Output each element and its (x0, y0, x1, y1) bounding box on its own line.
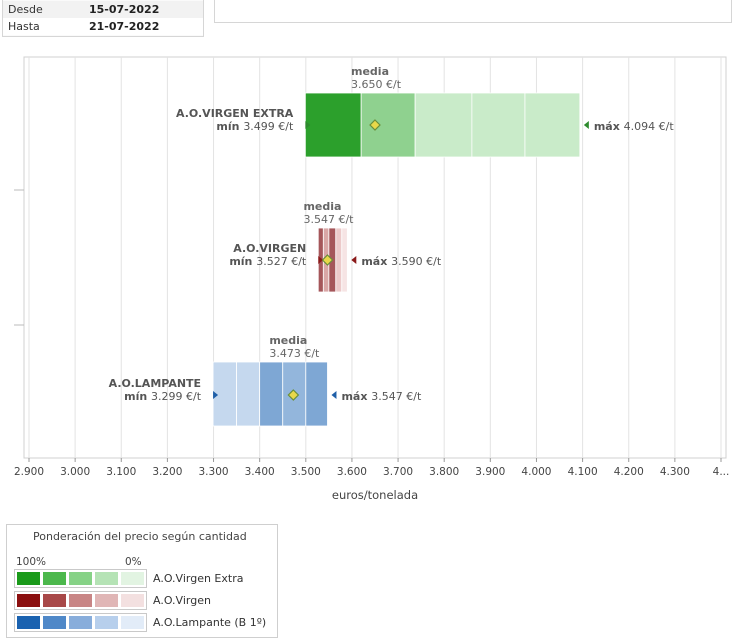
legend-item-label: A.O.Virgen (153, 594, 211, 607)
media-title-virgen-extra: media (351, 65, 389, 78)
bar-segment-virgen-extra (414, 92, 473, 158)
bar-segment-virgen-extra (471, 92, 526, 158)
legend-title: Ponderación del precio según cantidad (33, 530, 247, 543)
x-tick-label: 3.900 (475, 466, 505, 478)
max-marker-virgen-extra (583, 121, 589, 129)
legend-swatch-0 (17, 572, 40, 585)
media-marker-lampante (287, 389, 300, 401)
legend-swatch-3 (95, 594, 118, 607)
legend-low-label: 0% (125, 556, 142, 568)
bar-segment-lampante (236, 361, 261, 427)
date-row-desde: Desde 15-07-2022 (3, 1, 203, 18)
legend-swatch-3 (95, 616, 118, 629)
x-tick-label: 4.000 (521, 466, 551, 478)
bar-segment-lampante (305, 361, 328, 427)
legend-item-label: A.O.Lampante (B 1º) (153, 616, 267, 629)
series-name-lampante: A.O.LAMPANTE (109, 377, 201, 390)
legend-swatch-1 (43, 616, 66, 629)
x-tick-label: 3.700 (383, 466, 413, 478)
media-value-virgen-extra: 3.650 €/t (351, 78, 402, 91)
legend-swatch-1 (43, 594, 66, 607)
legend-swatch-0 (17, 594, 40, 607)
media-value-lampante: 3.473 €/t (269, 347, 320, 360)
media-marker-virgen-extra (369, 119, 381, 131)
price-range-chart: 2.900 3.000 3.100 3.200 3.300 3.400 3.500 3.600… (14, 56, 730, 502)
min-label-virgen: mín 3.527 €/t (229, 255, 307, 268)
date-label-desde: Desde (8, 3, 43, 16)
legend-swatches (14, 591, 147, 610)
x-tick-label: 3.100 (106, 466, 136, 478)
x-tick-label: 4.200 (614, 466, 644, 478)
legend-box: Ponderación del precio según cantidad 10… (6, 524, 278, 638)
legend-swatch-2 (69, 572, 92, 585)
bar-segment-virgen (335, 227, 343, 293)
legend-high-label: 100% (16, 556, 47, 568)
media-marker-virgen (321, 254, 334, 266)
date-label-hasta: Hasta (8, 20, 40, 33)
legend-swatch-4 (121, 594, 144, 607)
legend-swatch-0 (17, 616, 40, 629)
legend-swatch-2 (69, 616, 92, 629)
x-tick-label: 4.100 (568, 466, 598, 478)
min-label-virgen-extra: mín 3.499 €/t (216, 120, 294, 133)
date-value-desde[interactable]: 15-07-2022 (89, 3, 160, 16)
media-title-virgen: media (303, 200, 341, 213)
legend-swatch-1 (43, 572, 66, 585)
x-tick-label: 4... (713, 466, 730, 478)
series-name-virgen-extra: A.O.VIRGEN EXTRA (176, 107, 294, 120)
legend-swatch-3 (95, 572, 118, 585)
min-marker-virgen-extra (305, 121, 311, 129)
legend-swatch-4 (121, 572, 144, 585)
x-tick-label: 3.300 (199, 466, 229, 478)
max-marker-lampante (331, 391, 337, 399)
max-marker-virgen (351, 256, 357, 264)
bar-segment-virgen (341, 227, 348, 293)
bar-segment-virgen-extra (304, 92, 362, 158)
legend-swatch-2 (69, 594, 92, 607)
legend-item-virgen-extra[interactable]: A.O.Virgen Extra (14, 569, 270, 588)
x-tick-label: 3.500 (291, 466, 321, 478)
x-tick-label: 3.600 (337, 466, 367, 478)
min-label-lampante: mín 3.299 €/t (124, 390, 202, 403)
x-tick-label: 4.300 (660, 466, 690, 478)
media-value-virgen: 3.547 €/t (303, 213, 354, 226)
x-tick-label: 3.200 (152, 466, 182, 478)
max-label-lampante: máx 3.547 €/t (341, 390, 422, 403)
max-label-virgen: máx 3.590 €/t (361, 255, 442, 268)
legend-item-lampante[interactable]: A.O.Lampante (B 1º) (14, 613, 270, 632)
x-axis-label: euros/tonelada (332, 488, 418, 502)
date-value-hasta[interactable]: 21-07-2022 (89, 20, 160, 33)
bar-segment-virgen-extra (524, 92, 581, 158)
x-tick-label: 3.400 (245, 466, 275, 478)
x-tick-label: 3.000 (60, 466, 90, 478)
max-label-virgen-extra: máx 4.094 €/t (594, 120, 675, 133)
x-tick-label: 2.900 (14, 466, 44, 478)
series-name-virgen: A.O.VIRGEN (233, 242, 306, 255)
legend-swatches (14, 569, 147, 588)
x-tick-label: 3.800 (429, 466, 459, 478)
media-title-lampante: media (269, 334, 307, 347)
date-filter-box: Desde 15-07-2022 Hasta 21-07-2022 (2, 0, 204, 37)
legend-swatch-4 (121, 616, 144, 629)
date-row-hasta: Hasta 21-07-2022 (3, 18, 203, 35)
min-marker-lampante (213, 391, 219, 399)
legend-item-label: A.O.Virgen Extra (153, 572, 244, 585)
legend-item-virgen[interactable]: A.O.Virgen (14, 591, 270, 610)
bar-segment-lampante (259, 361, 284, 427)
legend-swatches (14, 613, 147, 632)
min-marker-virgen (318, 256, 324, 264)
